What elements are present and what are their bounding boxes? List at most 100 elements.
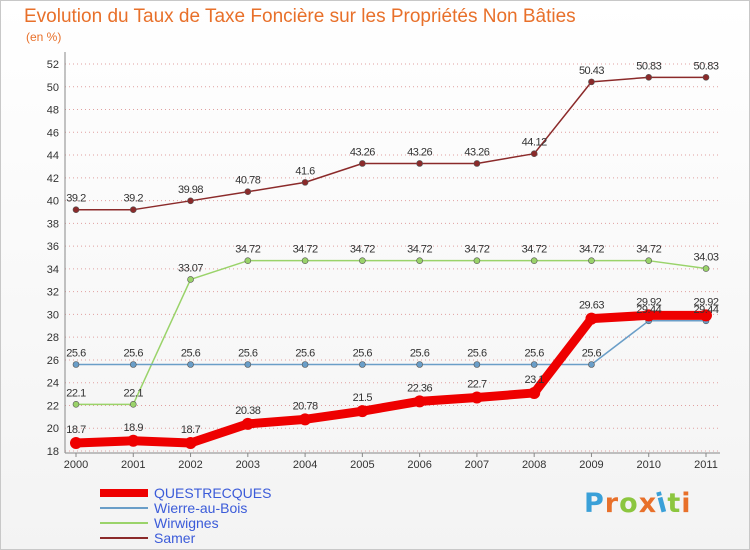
data-point bbox=[184, 437, 197, 450]
x-tick-label: 2009 bbox=[579, 459, 603, 471]
data-label: 25.6 bbox=[524, 347, 544, 359]
data-point bbox=[129, 401, 137, 408]
data-label: 50.83 bbox=[636, 60, 661, 72]
data-label: 43.26 bbox=[464, 146, 489, 158]
y-tick-label: 36 bbox=[47, 241, 59, 253]
x-tick-label: 2001 bbox=[121, 459, 145, 471]
data-point bbox=[129, 206, 137, 213]
x-tick-label: 2008 bbox=[522, 459, 546, 471]
data-point bbox=[413, 395, 426, 408]
data-point bbox=[588, 361, 595, 368]
legend-swatch bbox=[100, 488, 148, 497]
data-label: 25.6 bbox=[295, 347, 315, 359]
y-tick-label: 42 bbox=[47, 173, 59, 185]
value-labels: 18.7 18.9 18.7 20.38 20.78 21.5 22.36 22.7 23.1 2… bbox=[66, 60, 719, 436]
data-label: 34.72 bbox=[522, 244, 547, 256]
data-label: 25.6 bbox=[66, 347, 86, 359]
data-label: 34.72 bbox=[464, 244, 489, 256]
data-label: 25.6 bbox=[410, 347, 430, 359]
data-label: 29.92 bbox=[636, 296, 661, 308]
data-point bbox=[473, 160, 481, 167]
data-label: 20.78 bbox=[293, 400, 318, 412]
legend-label: Wirwignes bbox=[154, 514, 219, 531]
data-label: 22.36 bbox=[407, 382, 432, 394]
data-point bbox=[301, 361, 309, 368]
data-point bbox=[301, 257, 309, 264]
data-point bbox=[187, 361, 194, 368]
data-label: 43.26 bbox=[407, 146, 432, 158]
legend-item: QUESTRECQUES bbox=[100, 484, 272, 501]
data-point bbox=[588, 78, 595, 86]
data-label: 23.1 bbox=[524, 374, 544, 386]
chart-title: Evolution du Taux de Taxe Foncière sur l… bbox=[24, 6, 576, 27]
x-tick-label: 2000 bbox=[64, 459, 88, 471]
x-tick-label: 2003 bbox=[236, 459, 260, 471]
grid-lines bbox=[65, 63, 720, 452]
y-tick-label: 38 bbox=[47, 218, 59, 230]
series-group bbox=[70, 74, 712, 450]
data-label: 33.07 bbox=[178, 262, 203, 274]
data-label: 50.43 bbox=[579, 65, 604, 77]
axes: 18 20 22 24 26 28 30 32 34 36 38 40 42 44 46 48 50 52 2000… bbox=[47, 52, 720, 471]
data-point bbox=[528, 386, 541, 399]
data-label: 39.98 bbox=[178, 184, 203, 196]
x-tick-label: 2011 bbox=[694, 459, 718, 471]
y-tick-label: 24 bbox=[47, 378, 59, 390]
data-point bbox=[416, 361, 423, 368]
x-tick-label: 2005 bbox=[350, 459, 374, 471]
data-label: 22.7 bbox=[467, 379, 487, 391]
data-point bbox=[530, 150, 538, 157]
data-label: 25.6 bbox=[582, 347, 602, 359]
data-point bbox=[473, 257, 481, 264]
data-label: 29.92 bbox=[693, 296, 718, 308]
data-label: 39.2 bbox=[124, 193, 144, 205]
data-label: 25.6 bbox=[181, 347, 201, 359]
data-point bbox=[129, 361, 137, 368]
series-line-wirwignes bbox=[75, 259, 707, 406]
data-label: 34.72 bbox=[636, 244, 661, 256]
legend-item: Wirwignes bbox=[100, 514, 271, 531]
y-tick-label: 40 bbox=[47, 196, 59, 208]
data-point bbox=[359, 160, 366, 167]
data-point bbox=[187, 276, 194, 283]
y-tick-label: 50 bbox=[47, 82, 59, 94]
data-point bbox=[241, 417, 254, 430]
data-point bbox=[585, 312, 598, 325]
data-label: 29.63 bbox=[579, 300, 604, 312]
series-line-wierre-au-bois bbox=[75, 320, 707, 366]
legend: QUESTRECQUES Wierre-au-Bois Wirwignes Samer bbox=[100, 484, 272, 546]
y-tick-label: 30 bbox=[47, 309, 59, 321]
data-point bbox=[416, 257, 423, 264]
data-label: 34.72 bbox=[293, 244, 318, 256]
data-label: 29.44 bbox=[693, 304, 718, 316]
data-label: 43.26 bbox=[350, 146, 375, 158]
x-tick-label: 2010 bbox=[636, 459, 660, 471]
data-point bbox=[645, 74, 653, 81]
data-point bbox=[530, 361, 538, 368]
series-line-questrecques bbox=[71, 310, 711, 448]
y-tick-label: 52 bbox=[47, 59, 59, 71]
data-label: 25.6 bbox=[124, 347, 144, 359]
y-tick-label: 34 bbox=[47, 264, 59, 276]
data-label: 29.44 bbox=[636, 304, 661, 316]
data-label: 39.2 bbox=[66, 193, 86, 205]
legend-item: Samer bbox=[100, 530, 271, 546]
x-tick-label: 2006 bbox=[407, 459, 431, 471]
proxiti-logo: Proxiti bbox=[584, 487, 692, 520]
legend-label: QUESTRECQUES bbox=[154, 484, 272, 501]
data-label: 25.6 bbox=[353, 347, 373, 359]
y-tick-label: 22 bbox=[47, 400, 59, 412]
y-tick-label: 32 bbox=[47, 287, 59, 299]
data-point bbox=[72, 401, 80, 408]
data-point bbox=[299, 413, 312, 426]
data-label: 34.72 bbox=[350, 244, 375, 256]
data-point bbox=[70, 437, 82, 450]
y-tick-label: 26 bbox=[47, 355, 59, 367]
data-point bbox=[702, 74, 710, 81]
data-label: 25.6 bbox=[467, 347, 487, 359]
data-label: 25.6 bbox=[238, 347, 258, 359]
data-label: 22.1 bbox=[66, 387, 86, 399]
legend-item: Wierre-au-Bois bbox=[100, 500, 271, 516]
data-point bbox=[72, 206, 80, 213]
